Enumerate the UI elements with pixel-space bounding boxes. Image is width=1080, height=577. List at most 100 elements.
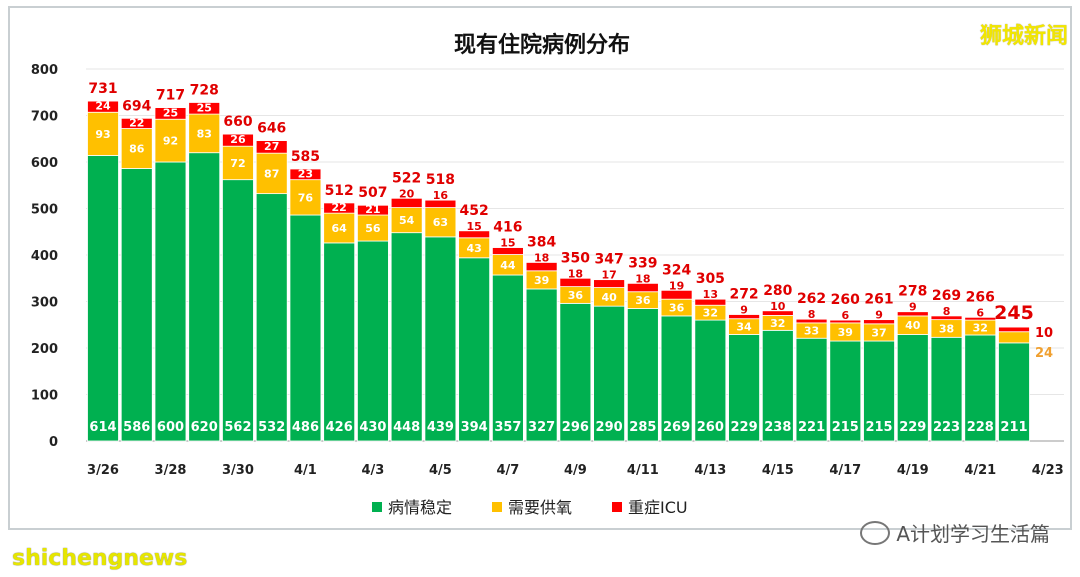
data-label: 6 — [976, 306, 984, 319]
data-label: 600 — [157, 420, 184, 435]
data-label: 9 — [740, 304, 748, 317]
bar-segment-0 — [289, 214, 322, 442]
data-label: 23 — [298, 167, 313, 180]
bar-segment-0 — [896, 334, 929, 442]
data-label: 10 — [1035, 326, 1053, 341]
bar-segment-2 — [525, 262, 558, 272]
x-tick-label: 3/30 — [222, 463, 254, 478]
bar-segment-2 — [87, 100, 119, 113]
bar-segment-2 — [863, 319, 895, 325]
data-label: 614 — [89, 420, 116, 435]
total-label: 261 — [864, 292, 893, 308]
data-label: 43 — [466, 242, 481, 255]
bar-segment-0 — [930, 336, 963, 442]
bar-segment-0 — [829, 340, 862, 442]
total-label: 245 — [994, 302, 1034, 324]
bar-segment-2 — [795, 318, 828, 324]
bar-segment-1 — [357, 214, 389, 242]
bar-segment-0 — [323, 242, 356, 442]
total-label: 522 — [392, 170, 421, 186]
bar-segment-2 — [896, 311, 929, 317]
data-label: 426 — [326, 420, 353, 435]
bar-segment-2 — [593, 279, 626, 288]
data-label: 8 — [943, 305, 951, 318]
total-label: 585 — [291, 149, 320, 165]
bar-segment-0 — [188, 152, 221, 442]
total-label: 305 — [696, 271, 725, 287]
data-label: 21 — [365, 203, 380, 216]
data-label: 15 — [500, 237, 515, 250]
x-tick-label: 4/3 — [362, 463, 385, 478]
legend-swatch — [492, 502, 502, 512]
data-label: 394 — [461, 420, 488, 435]
total-label: 717 — [156, 88, 185, 104]
bar-segment-0 — [559, 302, 592, 442]
data-label: 8 — [808, 308, 816, 321]
bar-segment-0 — [222, 179, 254, 442]
total-label: 416 — [493, 220, 522, 236]
bar-segment-1 — [120, 128, 153, 169]
data-label: 20 — [399, 187, 415, 200]
bar-segment-2 — [559, 277, 592, 288]
data-label: 44 — [500, 259, 516, 272]
data-label: 439 — [427, 420, 454, 435]
data-label: 76 — [298, 191, 314, 204]
legend-label: 重症ICU — [628, 498, 688, 517]
wechat-icon — [860, 520, 891, 545]
data-label: 63 — [433, 216, 448, 229]
bar-segment-1 — [289, 179, 322, 216]
data-label: 586 — [123, 420, 150, 435]
data-label: 32 — [703, 307, 718, 320]
brand-watermark: 狮城新闻 — [979, 24, 1068, 49]
data-label: 211 — [1000, 420, 1027, 435]
bar-segment-1 — [188, 113, 221, 154]
total-label: 324 — [662, 262, 691, 278]
bar-segment-2 — [829, 319, 862, 324]
bar-segment-2 — [357, 204, 389, 216]
wechat-watermark: A计划学习生活篇 — [860, 518, 1050, 547]
data-label: 18 — [568, 267, 583, 280]
data-label: 22 — [332, 201, 347, 214]
legend-label: 需要供氧 — [508, 498, 572, 517]
legend-label: 病情稳定 — [388, 498, 452, 517]
y-tick-label: 300 — [31, 296, 58, 311]
data-label: 54 — [399, 214, 415, 227]
data-label: 285 — [629, 420, 656, 435]
total-label: 266 — [966, 289, 995, 305]
total-label: 507 — [358, 185, 387, 201]
total-label: 272 — [729, 287, 758, 303]
bar-segment-0 — [458, 257, 491, 442]
bar-segment-0 — [863, 340, 895, 442]
chart-frame: 现有住院病例分布 0 100 200 300 400 500 600 700 800 3/26 614… — [8, 6, 1072, 530]
y-tick-label: 800 — [31, 63, 58, 78]
data-label: 56 — [365, 222, 381, 235]
y-tick-label: 500 — [31, 203, 58, 218]
total-label: 347 — [594, 252, 623, 268]
bar-segment-2 — [255, 140, 288, 154]
data-label: 86 — [129, 143, 145, 156]
data-label: 37 — [871, 326, 886, 339]
x-tick-label: 4/7 — [496, 463, 519, 478]
data-label: 15 — [466, 220, 481, 233]
total-label: 269 — [932, 288, 961, 304]
wechat-account-name: A计划学习生活篇 — [896, 522, 1050, 546]
data-label: 36 — [568, 289, 584, 302]
data-label: 40 — [601, 291, 617, 304]
data-label: 562 — [224, 420, 251, 435]
data-label: 18 — [534, 251, 549, 264]
bar-segment-2 — [458, 230, 491, 239]
total-label: 646 — [257, 121, 286, 137]
data-label: 33 — [804, 325, 819, 338]
data-label: 238 — [764, 420, 791, 435]
data-label: 229 — [899, 420, 926, 435]
total-label: 731 — [88, 81, 117, 97]
bar-segment-2 — [188, 102, 221, 115]
data-label: 25 — [197, 101, 212, 114]
total-label: 384 — [527, 234, 556, 250]
bar-segment-2 — [323, 202, 356, 214]
x-tick-label: 4/5 — [429, 463, 452, 478]
total-label: 260 — [831, 292, 860, 308]
y-tick-label: 200 — [31, 342, 58, 357]
bar-segment-2 — [289, 168, 322, 181]
data-label: 430 — [359, 420, 386, 435]
